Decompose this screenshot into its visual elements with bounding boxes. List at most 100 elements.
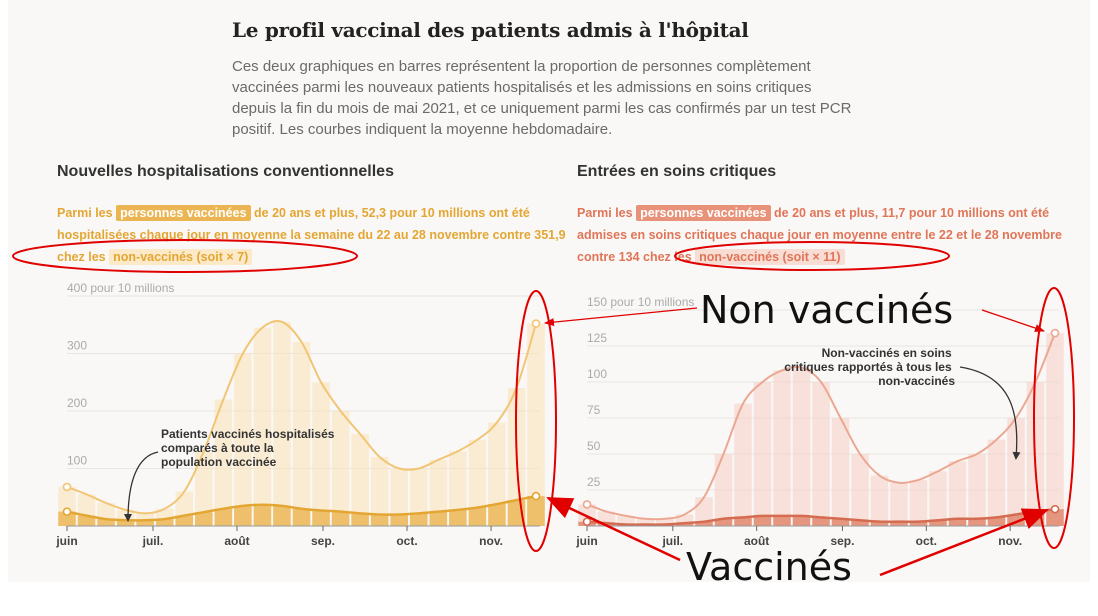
x-tick-label: oct.: [916, 534, 937, 548]
bar-vaccinated: [253, 504, 272, 526]
x-tick-label: nov.: [998, 534, 1022, 548]
x-tick-label: sep.: [830, 534, 854, 548]
bar-vaccinated: [929, 520, 947, 526]
annotation-line: Non-vaccinés en soins: [822, 346, 952, 360]
bar-unvaccinated: [656, 518, 674, 526]
x-tick-label: oct.: [396, 534, 417, 548]
bar-vaccinated: [390, 514, 409, 526]
bar-vaccinated: [77, 515, 96, 526]
marker-vaccinated-end: [531, 491, 541, 501]
annotation-arrow: [959, 366, 1021, 460]
bar-unvaccinated: [1007, 418, 1025, 526]
x-tick-label: août: [744, 534, 769, 548]
overlay-label-vaccines: Vaccinés: [686, 545, 852, 589]
bar-vaccinated: [214, 508, 233, 526]
bar-vaccinated: [675, 523, 694, 526]
chart-title-soins-critiques: Entrées en soins critiques: [577, 163, 777, 180]
bar-vaccinated: [234, 505, 252, 526]
chart-soins-critiques: 25 50 75 100 125 150 pour 10 millions juin juil…: [575, 295, 1064, 548]
bar-vaccinated: [116, 520, 135, 526]
bar-unvaccinated: [636, 518, 655, 526]
bar-vaccinated: [890, 521, 908, 526]
bar-vaccinated: [97, 519, 115, 526]
bar-vaccinated: [449, 509, 467, 526]
annotation-line: Patients vaccinés hospitalisés: [161, 427, 335, 441]
overlay-label-non-vaccines: Non vaccinés: [700, 288, 953, 332]
x-tick-label: juil.: [142, 534, 164, 548]
bar-unvaccinated: [987, 439, 1006, 526]
arrow-non-vaccines-right: [981, 309, 1045, 332]
highlight-ellipse-left-end: [515, 290, 557, 552]
bar-vaccinated: [194, 512, 213, 526]
bar-vaccinated: [792, 515, 811, 526]
arrow-vaccines-left: [546, 496, 681, 562]
bar-unvaccinated: [792, 367, 811, 526]
marker-vaccinated-start: [62, 507, 72, 516]
bar-unvaccinated: [312, 382, 330, 526]
annotation-line: non-vaccinés: [878, 374, 955, 388]
chart-title-hospitalisations: Nouvelles hospitalisations conventionnel…: [57, 163, 394, 180]
note-soins-critiques: Parmi les personnes vaccinées de 20 ans …: [577, 202, 1082, 268]
bar-vaccinated: [58, 511, 76, 526]
annotation-arrow: [124, 451, 159, 522]
bar-vaccinated: [714, 518, 733, 526]
bar-vaccinated: [312, 510, 330, 526]
note-body: de 20 ans et plus, 11,7 pour 10 millions…: [577, 206, 1062, 264]
bar-unvaccinated: [734, 403, 752, 526]
highlight-vaccinated: personnes vaccinées: [116, 205, 251, 221]
bar-unvaccinated: [292, 342, 311, 526]
bar-vaccinated: [1046, 509, 1064, 526]
highlight-unvaccinated: non-vaccinés (soit × 7): [109, 249, 253, 265]
bar-unvaccinated: [870, 475, 889, 526]
bar-unvaccinated: [194, 451, 213, 526]
bar-unvaccinated: [948, 461, 967, 526]
highlight-ellipse-right-note: [674, 241, 950, 271]
highlight-ellipse-left-note: [12, 239, 358, 273]
annotation-unvaccinated-critical: Non-vaccinés en soins critiques rapporté…: [784, 346, 955, 388]
bar-unvaccinated: [409, 468, 428, 526]
line-vaccinated: [586, 507, 1056, 526]
y-unit-label: 400 pour 10 millions: [67, 281, 174, 295]
bar-vaccinated: [695, 521, 713, 526]
x-tick-label: juil.: [661, 534, 683, 548]
overlay-annotations: [12, 239, 1075, 577]
bar-unvaccinated: [968, 454, 986, 526]
y-tick-label: 100: [67, 454, 87, 468]
bar-unvaccinated: [675, 514, 694, 526]
bar-unvaccinated: [234, 353, 252, 526]
chart-hospitalisations: 100 200 300 400 pour 10 millions juin juil. ao…: [55, 281, 545, 548]
bar-vaccinated: [753, 515, 772, 526]
marker-vaccinated-start: [582, 517, 592, 526]
x-tick-label: sep.: [311, 534, 335, 548]
arrow-non-vaccines-left: [544, 307, 698, 327]
y-tick-label: 100: [587, 367, 607, 381]
bar-unvaccinated: [468, 439, 487, 526]
bar-unvaccinated: [390, 468, 409, 526]
y-tick-label: 50: [587, 439, 601, 453]
annotation-line: critiques rapportés à tous les: [784, 360, 952, 374]
bar-vaccinated: [812, 517, 830, 526]
bar-vaccinated: [870, 521, 889, 526]
highlight-ellipse-right-end: [1033, 287, 1075, 549]
x-tick-label: nov.: [479, 534, 503, 548]
highlight-vaccinated: personnes vaccinées: [636, 205, 771, 221]
bar-unvaccinated: [909, 479, 928, 526]
intro-text: Ces deux graphiques en barres représente…: [232, 58, 852, 138]
note-hospitalisations: Parmi les personnes vaccinées de 20 ans …: [57, 202, 567, 268]
x-tick-label: août: [224, 534, 249, 548]
bar-vaccinated: [273, 505, 291, 526]
bar-unvaccinated: [890, 482, 908, 526]
y-tick-label: 125: [587, 331, 607, 345]
bar-vaccinated: [409, 513, 428, 526]
y-unit-label: 150 pour 10 millions: [587, 295, 694, 309]
y-tick-label: 75: [587, 403, 601, 417]
bar-vaccinated: [968, 518, 986, 526]
annotation-vaccinated-hospitalised: Patients vaccinés hospitalisés comparés …: [161, 427, 338, 469]
bar-vaccinated: [292, 508, 311, 526]
bar-unvaccinated: [753, 382, 772, 526]
bar-unvaccinated: [273, 321, 291, 526]
bar-unvaccinated: [351, 434, 369, 526]
bar-vaccinated: [831, 518, 850, 526]
bar-vaccinated: [488, 504, 506, 526]
